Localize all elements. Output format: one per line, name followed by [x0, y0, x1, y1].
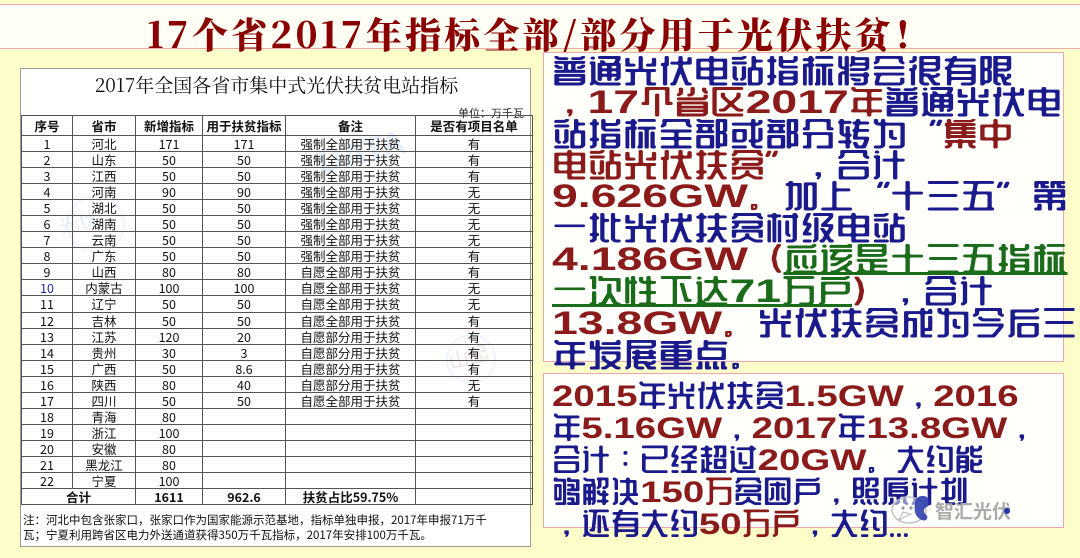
svg-text:智汇光伏: 智汇光伏: [935, 497, 1011, 524]
